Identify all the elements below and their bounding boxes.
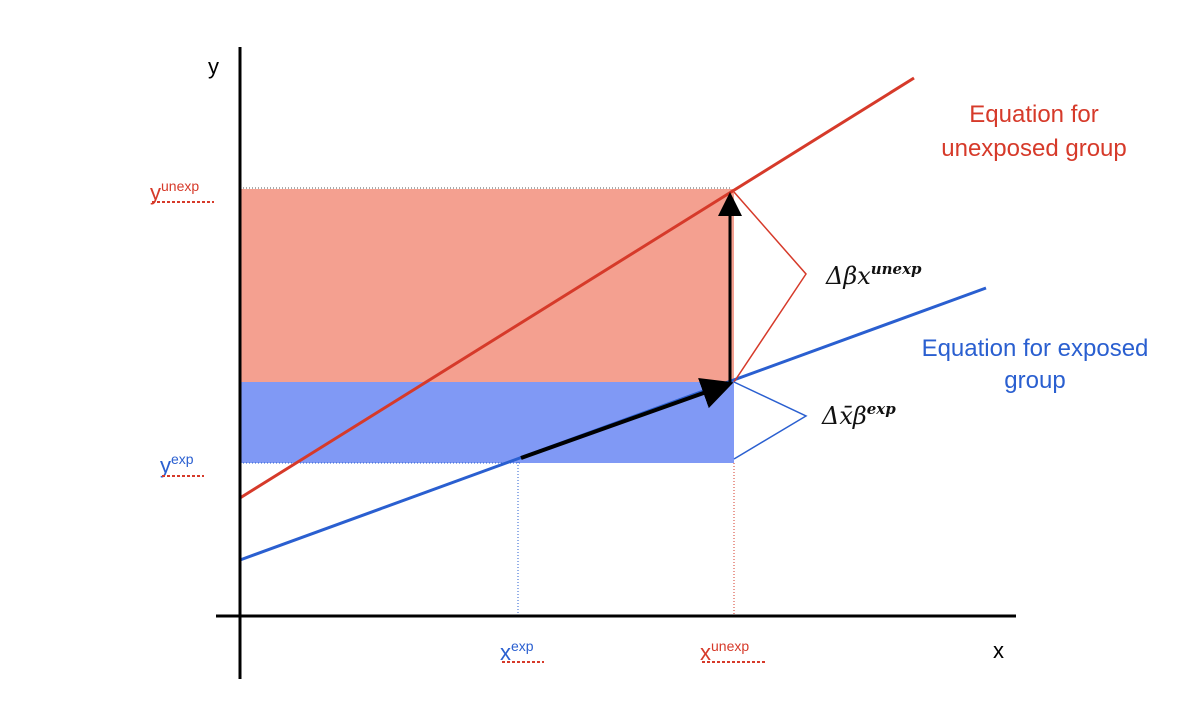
x-exp-sup: exp [511,638,534,654]
svg-text:xunexp: xunexp [700,638,749,665]
x-unexp-sup: unexp [711,638,749,654]
exposed-equation-label-line1: Equation for exposed [922,335,1149,362]
svg-text:yunexp: yunexp [150,178,199,205]
unexposed-regression-line [239,76,915,500]
unexposed-equation-label-line1: Equation for [969,101,1098,128]
y-exp-sup: exp [171,451,194,467]
y-unexp-base: y [150,180,161,205]
x-axis-label: x [993,638,1004,663]
delta-xbar-annotation: Δx̄βexp [821,400,896,430]
exposed-brace [733,381,808,460]
x-exp-base: x [500,640,511,665]
y-unexp-sup: unexp [161,178,199,194]
unexposed-gap-region [240,189,734,382]
delta-x-arrow [520,377,734,460]
y-exp-label: yexp [160,451,204,478]
unexposed-brace [733,191,807,383]
y-axis-label: y [208,54,219,79]
delta-beta-base: Δβx [825,262,871,290]
svg-text:xexp: xexp [500,638,534,665]
y-unexp-label: yunexp [150,178,214,205]
delta-beta-annotation: Δβxunexp [825,260,922,290]
exposed-gap-region [240,382,734,463]
delta-beta-sup: unexp [871,260,922,278]
x-unexp-label: xunexp [700,638,766,665]
x-unexp-base: x [700,640,711,665]
x-exp-label: xexp [500,638,544,665]
svg-text:yexp: yexp [160,451,194,478]
delta-xbar-sup: exp [867,400,896,418]
y-exp-base: y [160,453,171,478]
unexposed-equation-label-line2: unexposed group [941,135,1126,162]
delta-xbar-base: Δx̄β [821,402,867,430]
exposed-equation-label-line2: group [1004,367,1065,394]
